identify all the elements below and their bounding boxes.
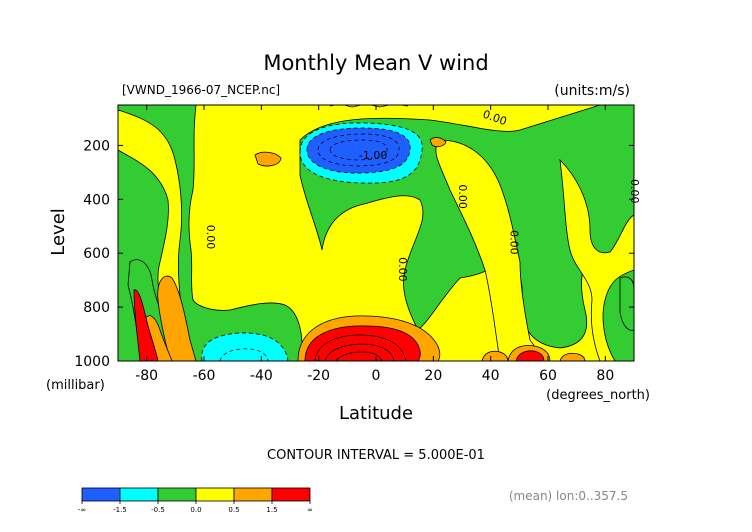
fill-yellow-band-far-right — [559, 158, 634, 361]
contour-value-label: 0.00 — [204, 225, 217, 250]
y-tick-label: 200 — [83, 138, 110, 154]
fill-yellow-band-right — [435, 139, 546, 361]
legend-swatch — [157, 487, 197, 502]
chart-title: Monthly Mean V wind — [263, 51, 488, 75]
fill-red-center — [304, 325, 421, 361]
legend-swatch — [81, 487, 121, 502]
x-tick-label: 40 — [482, 368, 500, 384]
x-tick-label: -20 — [307, 368, 330, 384]
fill-orange-sh-edge — [145, 315, 173, 361]
fill-orange-sh — [157, 275, 197, 361]
y-axis-unit: (millibar) — [46, 378, 105, 393]
fill-orange-upper-2 — [429, 137, 447, 148]
legend-label: -1.5 — [113, 506, 127, 514]
legend-swatch — [119, 487, 159, 502]
contour-value-label: 0.00 — [628, 179, 641, 204]
legend-swatch — [271, 487, 311, 502]
x-tick-label: 20 — [424, 368, 442, 384]
fill-blue-upper — [306, 127, 411, 174]
x-axis-unit: (degrees_north) — [546, 388, 650, 403]
contour-fill-layer — [118, 105, 634, 361]
legend-label: 0.0 — [190, 506, 201, 514]
contour-blue-inner-2 — [329, 139, 388, 161]
fill-cyan-lower — [201, 332, 289, 361]
contour-red-center-3 — [335, 351, 383, 361]
contour-interval-text: CONTOUR INTERVAL = 5.000E-01 — [267, 448, 485, 463]
fill-orange-upper-1 — [254, 151, 282, 167]
x-axis-label: Latitude — [339, 403, 413, 424]
y-axis-label: Level — [48, 208, 69, 256]
x-axis: -80 -60 -40 -20 0 20 40 60 80 — [135, 105, 614, 384]
contour-value-label: 0.00 — [508, 230, 521, 255]
contour-cyan-lower-inner — [219, 348, 269, 361]
legend-swatch — [233, 487, 273, 502]
y-tick-label: 400 — [83, 192, 110, 208]
contour-red-center-2 — [324, 343, 395, 361]
y-tick-label: 600 — [83, 246, 110, 262]
contour-red-center-1 — [314, 334, 407, 361]
file-label: [VWND_1966-07_NCEP.nc] — [122, 83, 280, 97]
contour-blue-inner-1 — [317, 133, 400, 167]
y-tick-label: 800 — [83, 300, 110, 316]
x-tick-label: -60 — [193, 368, 216, 384]
contour-value-label: 0.00 — [396, 257, 409, 282]
legend-label: 0.5 — [228, 506, 239, 514]
legend-label: -∞ — [78, 506, 86, 514]
fill-orange-nh-3 — [559, 352, 586, 361]
fill-orange-nh-1 — [481, 350, 509, 361]
units-label: (units:m/s) — [554, 83, 630, 99]
y-axis: 200 400 600 800 1000 — [74, 138, 634, 370]
x-tick-label: -40 — [250, 368, 273, 384]
x-tick-label: 0 — [372, 368, 381, 384]
x-tick-label: 80 — [596, 368, 614, 384]
contour-value-label: 0.00 — [456, 184, 469, 209]
legend-swatch — [195, 487, 235, 502]
fill-green-patch-right — [619, 276, 634, 331]
footer-text: (mean) lon:0..357.5 — [509, 489, 628, 503]
contour-label-layer: -1.000.000.000.00 0.000.000.00 — [204, 108, 641, 282]
x-tick-label: -80 — [135, 368, 158, 384]
legend-label: ∞ — [307, 506, 313, 514]
legend-label: 1.5 — [266, 506, 277, 514]
y-tick-label: 1000 — [74, 354, 110, 370]
contour-value-label: -1.00 — [359, 149, 387, 162]
legend-label: -0.5 — [151, 506, 165, 514]
x-tick-label: 60 — [539, 368, 557, 384]
fill-red-nh — [515, 350, 545, 361]
color-legend: -∞ -1.5 -0.5 0.0 0.5 1.5 ∞ — [78, 487, 313, 514]
